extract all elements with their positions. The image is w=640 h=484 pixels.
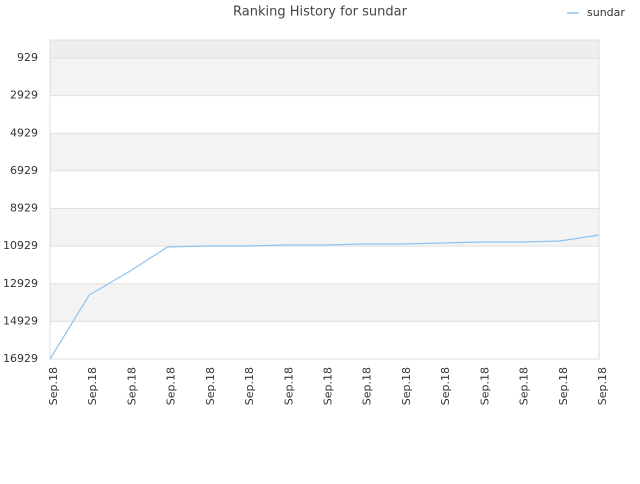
line <box>49 234 600 360</box>
legend-label: sundar <box>587 6 625 19</box>
band <box>50 40 599 59</box>
band <box>50 170 599 209</box>
band <box>50 246 599 284</box>
band <box>50 58 599 96</box>
x-tick-label: Sep.18 <box>478 367 491 405</box>
band <box>50 133 599 171</box>
y-tick-label: 10929 <box>3 239 38 252</box>
y-tick-label: 2929 <box>10 89 38 102</box>
x-tick-label: Sep.18 <box>596 367 609 405</box>
x-tick-label: Sep.18 <box>125 367 138 405</box>
x-tick-label: Sep.18 <box>282 367 295 405</box>
y-tick-label: 6929 <box>10 164 38 177</box>
x-tick-label: Sep.18 <box>361 367 374 405</box>
band <box>50 95 599 134</box>
plot-border <box>49 39 600 360</box>
band <box>50 283 599 322</box>
x-tick-label: Sep.18 <box>165 367 178 405</box>
y-tick-label: 929 <box>17 51 38 64</box>
x-tick-label: Sep.18 <box>243 367 256 405</box>
x-tick-label: Sep.18 <box>557 367 570 405</box>
chart-title: Ranking History for sundar <box>233 5 408 20</box>
band <box>50 208 599 247</box>
y-tick-label: 8929 <box>10 202 38 215</box>
x-tick-label: Sep.18 <box>322 367 335 405</box>
x-tick-label: Sep.18 <box>439 367 452 405</box>
y-tick-label: 14929 <box>3 314 38 327</box>
y-tick-label: 4929 <box>10 126 38 139</box>
y-tick-label: 12929 <box>3 277 38 290</box>
band <box>50 321 599 359</box>
x-tick-label: Sep.18 <box>518 367 531 405</box>
x-tick-label: Sep.18 <box>86 367 99 405</box>
x-tick-label: Sep.18 <box>204 367 217 405</box>
y-tick-label: 16929 <box>3 352 38 365</box>
x-tick-label: Sep.18 <box>47 367 60 405</box>
x-tick-label: Sep.18 <box>400 367 413 405</box>
